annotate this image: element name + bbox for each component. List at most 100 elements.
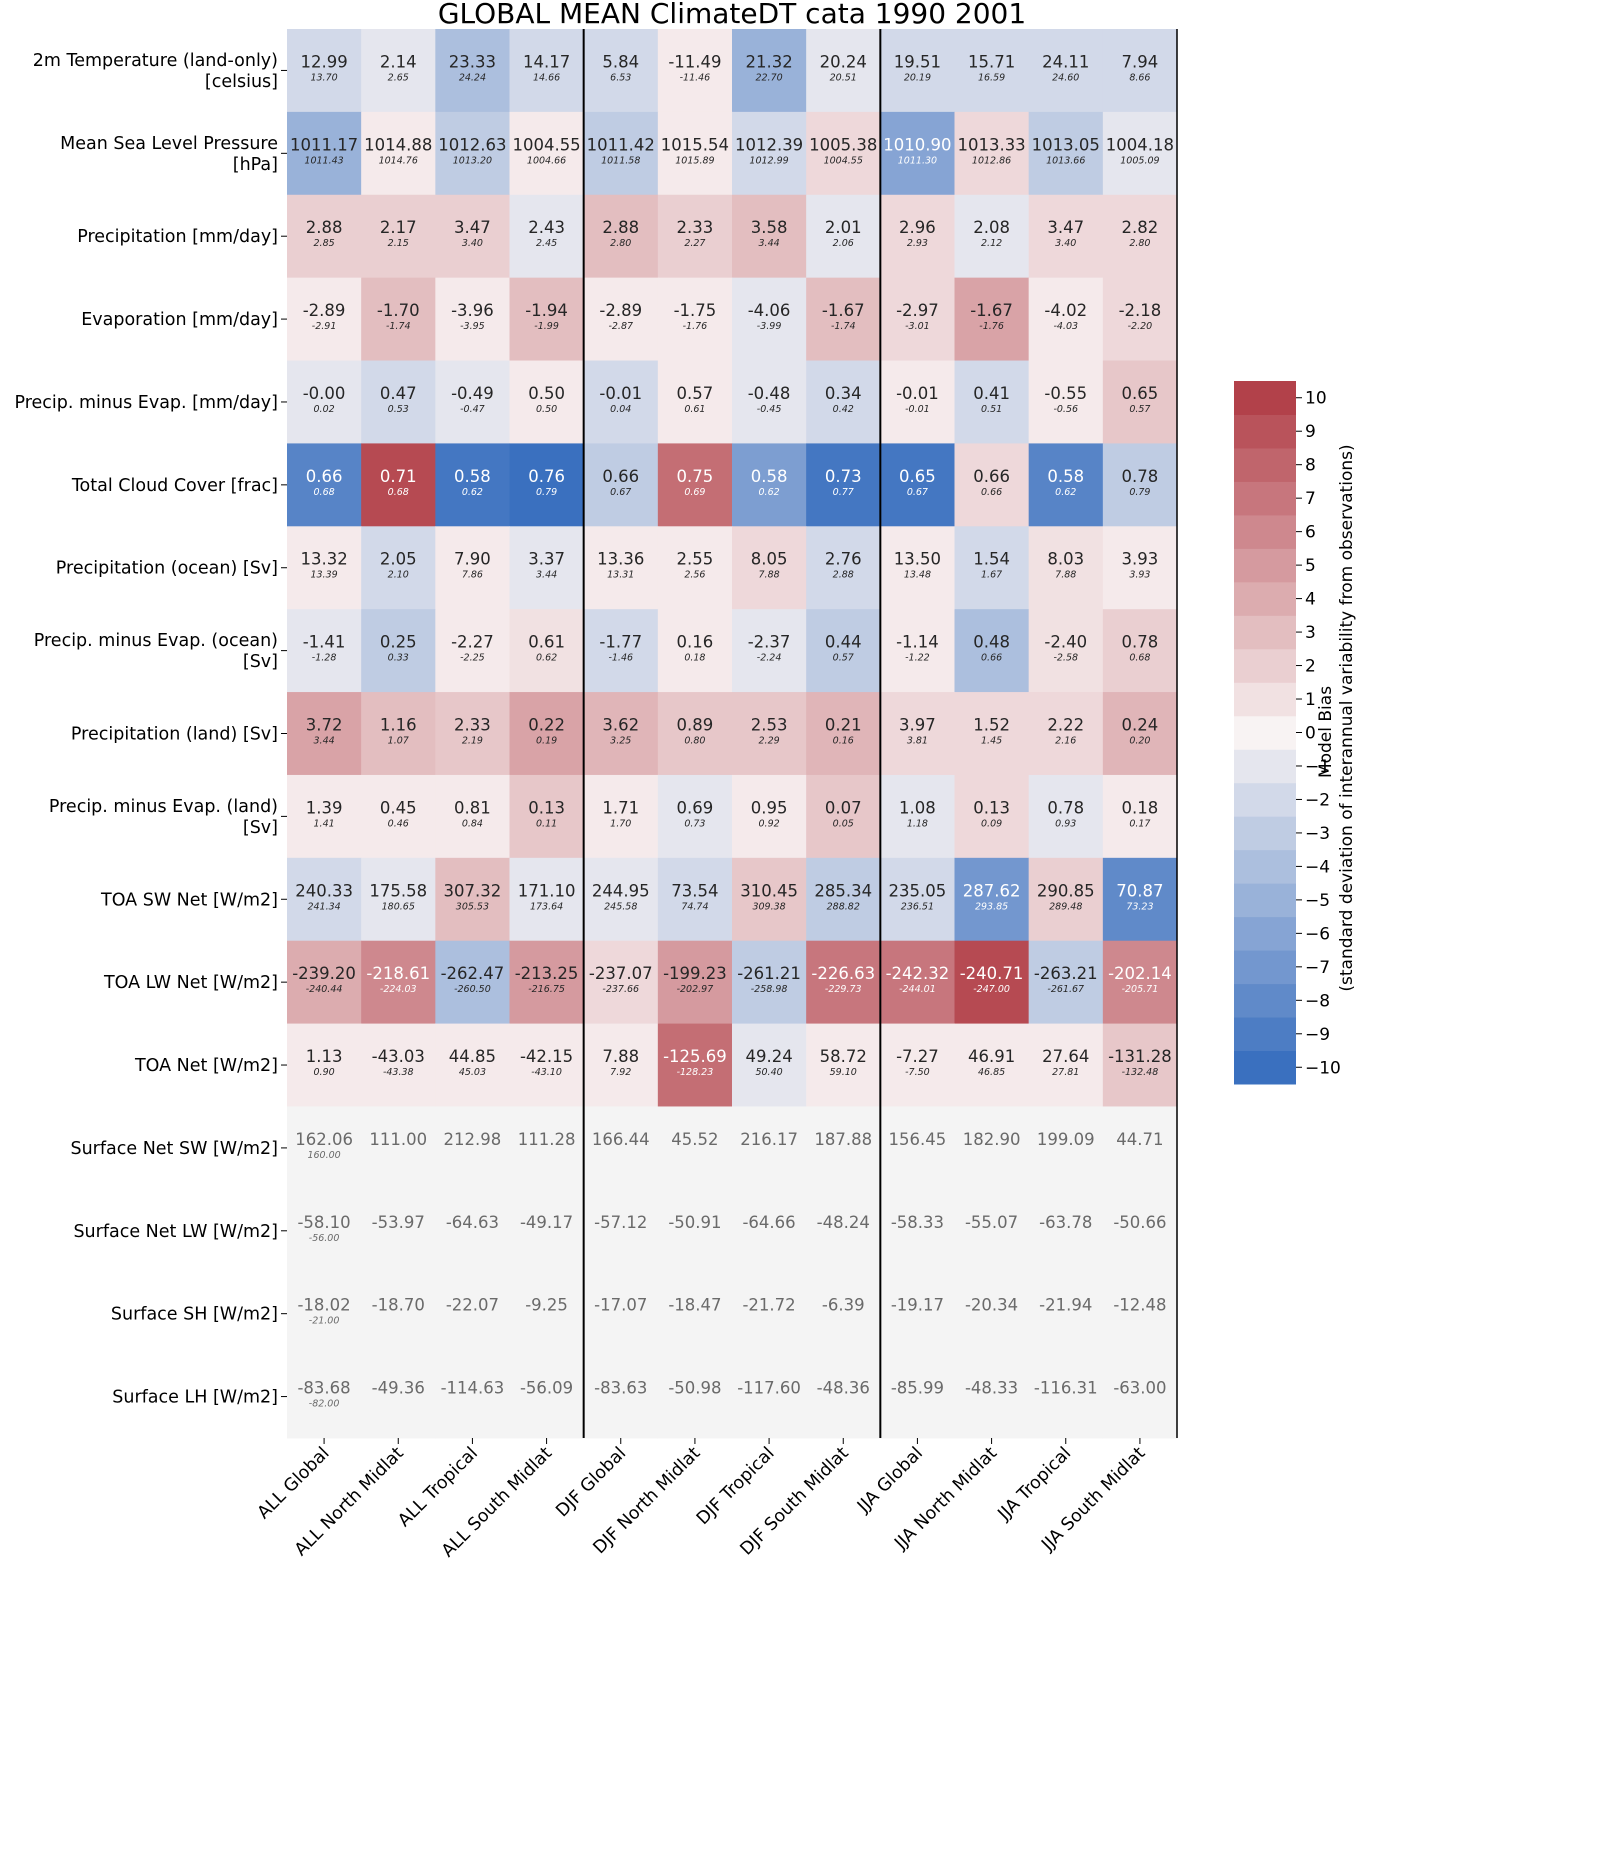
cell-observation: -205.71 <box>1122 984 1159 995</box>
row-label: Mean Sea Level Pressure <box>60 134 278 154</box>
colorbar-segment <box>1234 883 1296 918</box>
heatmap-cell <box>287 443 362 527</box>
cell-value: -242.32 <box>886 964 950 983</box>
heatmap-cell <box>1102 29 1178 113</box>
cell-observation: 13.70 <box>310 72 337 83</box>
cell-value: -240.71 <box>960 964 1024 983</box>
cell-observation: -132.48 <box>1122 1067 1159 1078</box>
heatmap-cell <box>806 774 881 859</box>
heatmap-cell <box>732 526 807 610</box>
heatmap-cell <box>806 443 881 527</box>
cell-observation: -43.38 <box>383 1067 414 1078</box>
cell-value: -85.99 <box>891 1379 944 1398</box>
heatmap-cell <box>1028 29 1104 113</box>
heatmap-cell <box>361 1189 436 1273</box>
heatmap-cell <box>287 194 362 279</box>
cell-observation: -261.67 <box>1047 984 1084 995</box>
heatmap-cell <box>361 940 436 1025</box>
cell-observation: 2.80 <box>1129 238 1150 249</box>
cell-value: -125.69 <box>663 1047 727 1066</box>
row-label: TOA SW Net [W/m2] <box>100 890 278 910</box>
heatmap-cell <box>287 940 362 1025</box>
cell-observation: 2.56 <box>684 570 705 581</box>
heatmap-cell <box>1102 277 1178 362</box>
heatmap-cell <box>1028 443 1104 527</box>
heatmap-cell <box>361 194 436 279</box>
heatmap-cell <box>361 443 436 527</box>
heatmap-cell <box>583 194 659 279</box>
cell-observation: 1.70 <box>610 818 631 829</box>
row-label: Precipitation (land) [Sv] <box>71 725 278 745</box>
cell-value: 1012.63 <box>438 135 506 154</box>
cell-value: 3.58 <box>751 218 788 237</box>
heatmap-cell <box>287 360 362 444</box>
cell-observation: 0.11 <box>536 818 557 829</box>
heatmap-cell <box>954 29 1030 113</box>
cell-value: 1014.88 <box>364 135 432 154</box>
heatmap-cell <box>1102 940 1178 1025</box>
cell-observation: 0.79 <box>536 487 557 498</box>
cell-value: 0.95 <box>751 798 788 817</box>
cell-observation: 7.86 <box>462 570 483 581</box>
cell-value: -58.10 <box>297 1213 350 1232</box>
colorbar-segment <box>1234 447 1296 482</box>
cell-observation: -0.47 <box>460 404 485 415</box>
heatmap-cell <box>583 857 659 942</box>
cell-observation: -216.75 <box>528 984 565 995</box>
cell-observation: 1.41 <box>314 818 335 829</box>
cell-value: -0.55 <box>1044 384 1087 403</box>
heatmap-cell <box>880 857 955 942</box>
heatmap-cell <box>657 857 733 942</box>
heatmap-cell <box>880 774 955 859</box>
cell-value: -117.60 <box>737 1379 801 1398</box>
cell-observation: -258.98 <box>751 984 788 995</box>
cell-observation: -247.00 <box>973 984 1010 995</box>
cell-observation: 1005.09 <box>1120 155 1159 166</box>
cell-value: -83.63 <box>594 1379 647 1398</box>
cell-value: 12.99 <box>300 52 347 71</box>
cell-value: 1.08 <box>899 798 936 817</box>
cell-observation: 1.45 <box>981 736 1002 747</box>
heatmap-cell <box>435 360 510 444</box>
cell-observation: 7.88 <box>759 570 780 581</box>
colorbar-tick-label: 5 <box>1305 556 1316 576</box>
heatmap-cell <box>435 194 510 279</box>
heatmap-cell <box>954 111 1030 196</box>
cell-value: -261.21 <box>737 964 801 983</box>
cell-observation: 0.05 <box>833 818 854 829</box>
cell-value: 162.06 <box>295 1130 353 1149</box>
cell-value: 7.90 <box>454 550 491 569</box>
cell-value: 7.88 <box>602 1047 639 1066</box>
heatmap-cell <box>583 360 659 444</box>
heatmap-cell <box>287 277 362 362</box>
cell-observation: 24.24 <box>459 72 486 83</box>
cell-observation: 2.45 <box>536 238 557 249</box>
cell-observation: -1.99 <box>534 321 559 332</box>
cell-observation: 3.44 <box>759 238 780 249</box>
cell-observation: 16.59 <box>978 72 1005 83</box>
heatmap-cell <box>1102 609 1178 693</box>
cell-value: 3.93 <box>1122 550 1159 569</box>
cell-observation: 0.18 <box>684 653 705 664</box>
cell-observation: -240.44 <box>306 984 343 995</box>
heatmap-cell <box>509 443 585 527</box>
cell-observation: 0.67 <box>907 487 928 498</box>
cell-observation: 2.10 <box>388 570 409 581</box>
heatmap-cell <box>435 277 510 362</box>
heatmap-cell <box>657 1272 733 1356</box>
colorbar-tick-label: −8 <box>1305 991 1330 1011</box>
colorbar-segment <box>1234 782 1296 817</box>
row-label: [Sv] <box>243 652 278 672</box>
colorbar-segment <box>1234 615 1296 650</box>
cell-value: 2.22 <box>1047 716 1084 735</box>
heatmap-cell <box>806 1355 881 1439</box>
cell-value: -43.03 <box>372 1047 425 1066</box>
cell-observation: -2.91 <box>312 321 337 332</box>
row-label: [hPa] <box>233 155 278 175</box>
cell-observation: -1.74 <box>831 321 856 332</box>
cell-value: -1.67 <box>970 301 1013 320</box>
cell-value: -2.18 <box>1119 301 1162 320</box>
heatmap-cell <box>361 1023 436 1107</box>
cell-observation: 173.64 <box>530 901 563 912</box>
cell-value: 0.61 <box>528 633 565 652</box>
